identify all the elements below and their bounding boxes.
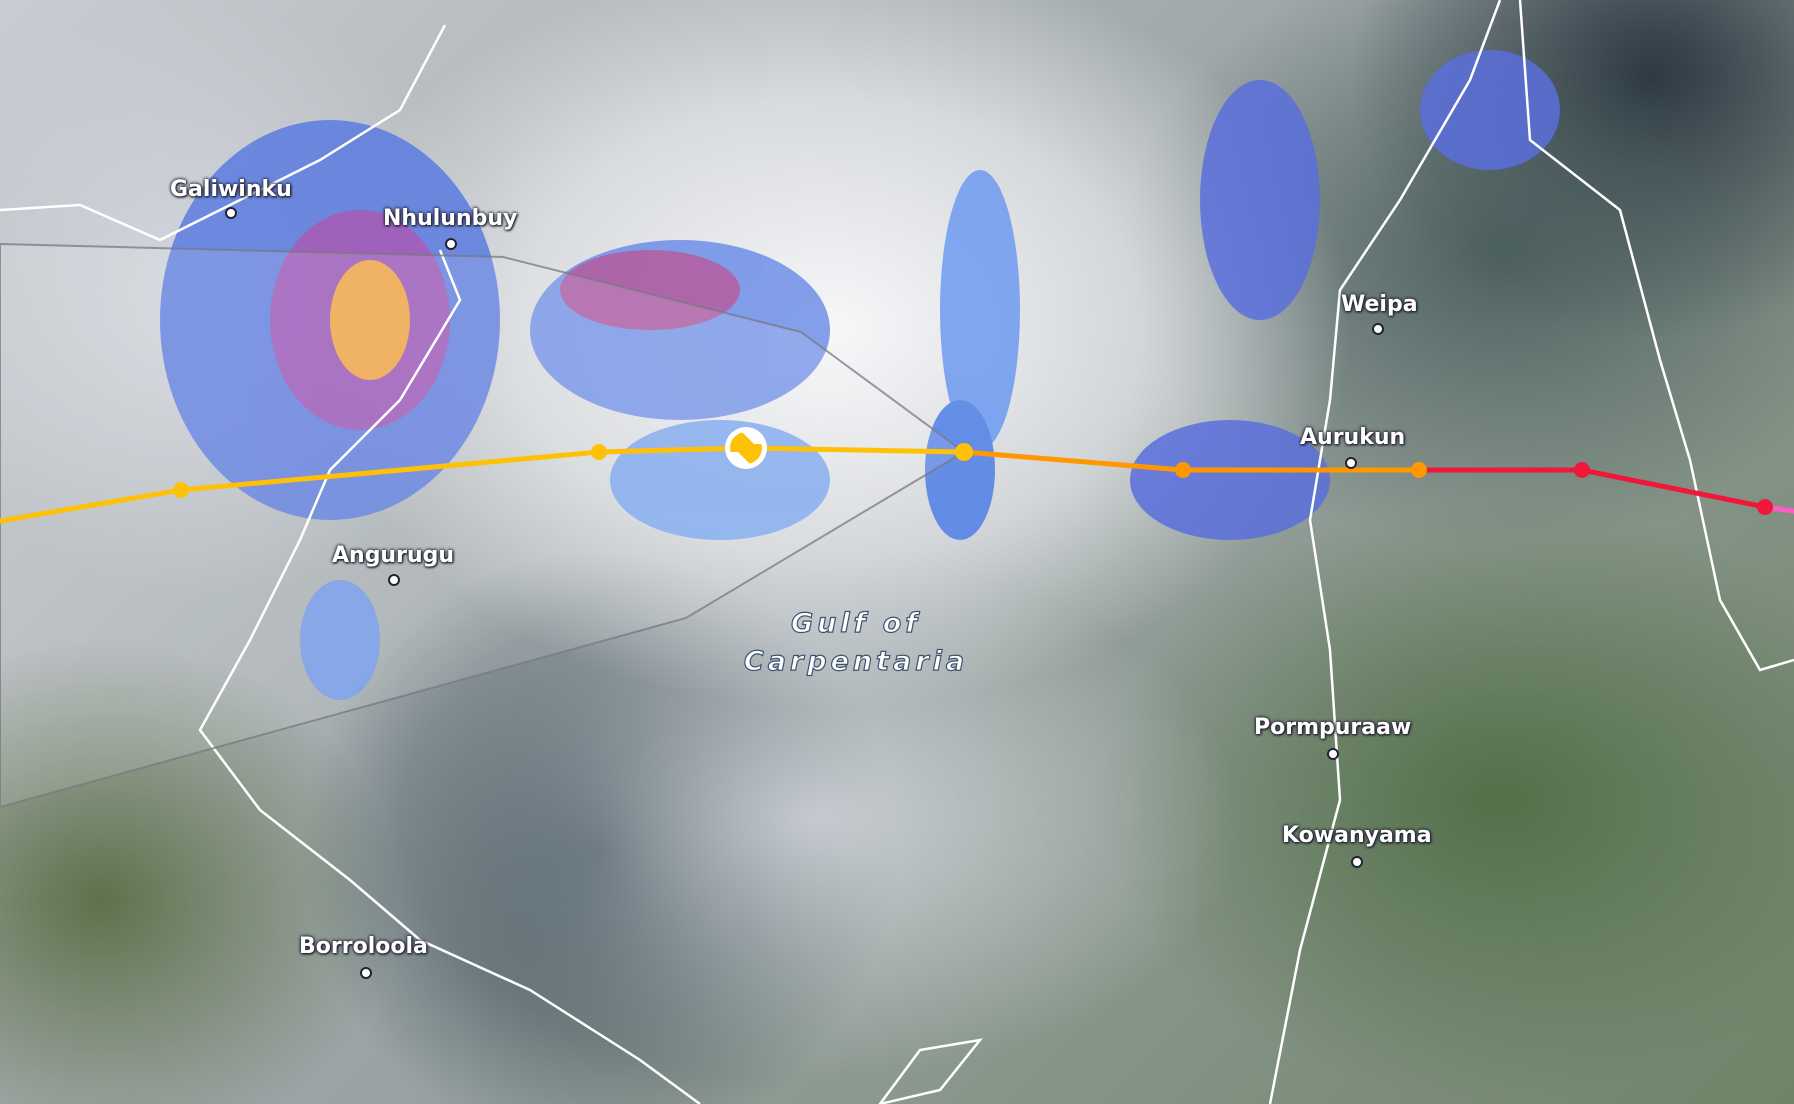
place-label[interactable]: Pormpuraaw	[1254, 715, 1412, 740]
track-point	[1757, 499, 1773, 515]
track-point	[1175, 462, 1191, 478]
place-label[interactable]: Nhulunbuy	[383, 206, 518, 231]
track-point	[173, 482, 189, 498]
track-point	[955, 443, 973, 461]
track-points	[173, 443, 1773, 515]
place-marker	[1327, 748, 1339, 760]
track-point	[591, 444, 607, 460]
place-label[interactable]: Kowanyama	[1282, 823, 1432, 848]
place-label[interactable]: Aurukun	[1300, 425, 1406, 450]
place-marker	[388, 574, 400, 586]
track-point	[1574, 462, 1590, 478]
water-label-line: Gulf of	[790, 607, 922, 639]
place-marker	[225, 207, 237, 219]
place-label[interactable]: Angurugu	[332, 543, 455, 568]
place-label[interactable]: Weipa	[1341, 292, 1418, 317]
place-marker	[1345, 457, 1357, 469]
place-marker	[360, 967, 372, 979]
track-point	[1411, 462, 1427, 478]
place-marker	[1372, 323, 1384, 335]
place-marker	[445, 238, 457, 250]
water-label-line: Carpentaria	[743, 645, 969, 677]
place-marker	[1351, 856, 1363, 868]
place-label[interactable]: Borroloola	[299, 934, 428, 959]
place-label[interactable]: Galiwinku	[170, 177, 292, 202]
water-label: Gulf of Carpentaria	[716, 605, 996, 681]
cyclone-icon[interactable]	[725, 427, 767, 469]
